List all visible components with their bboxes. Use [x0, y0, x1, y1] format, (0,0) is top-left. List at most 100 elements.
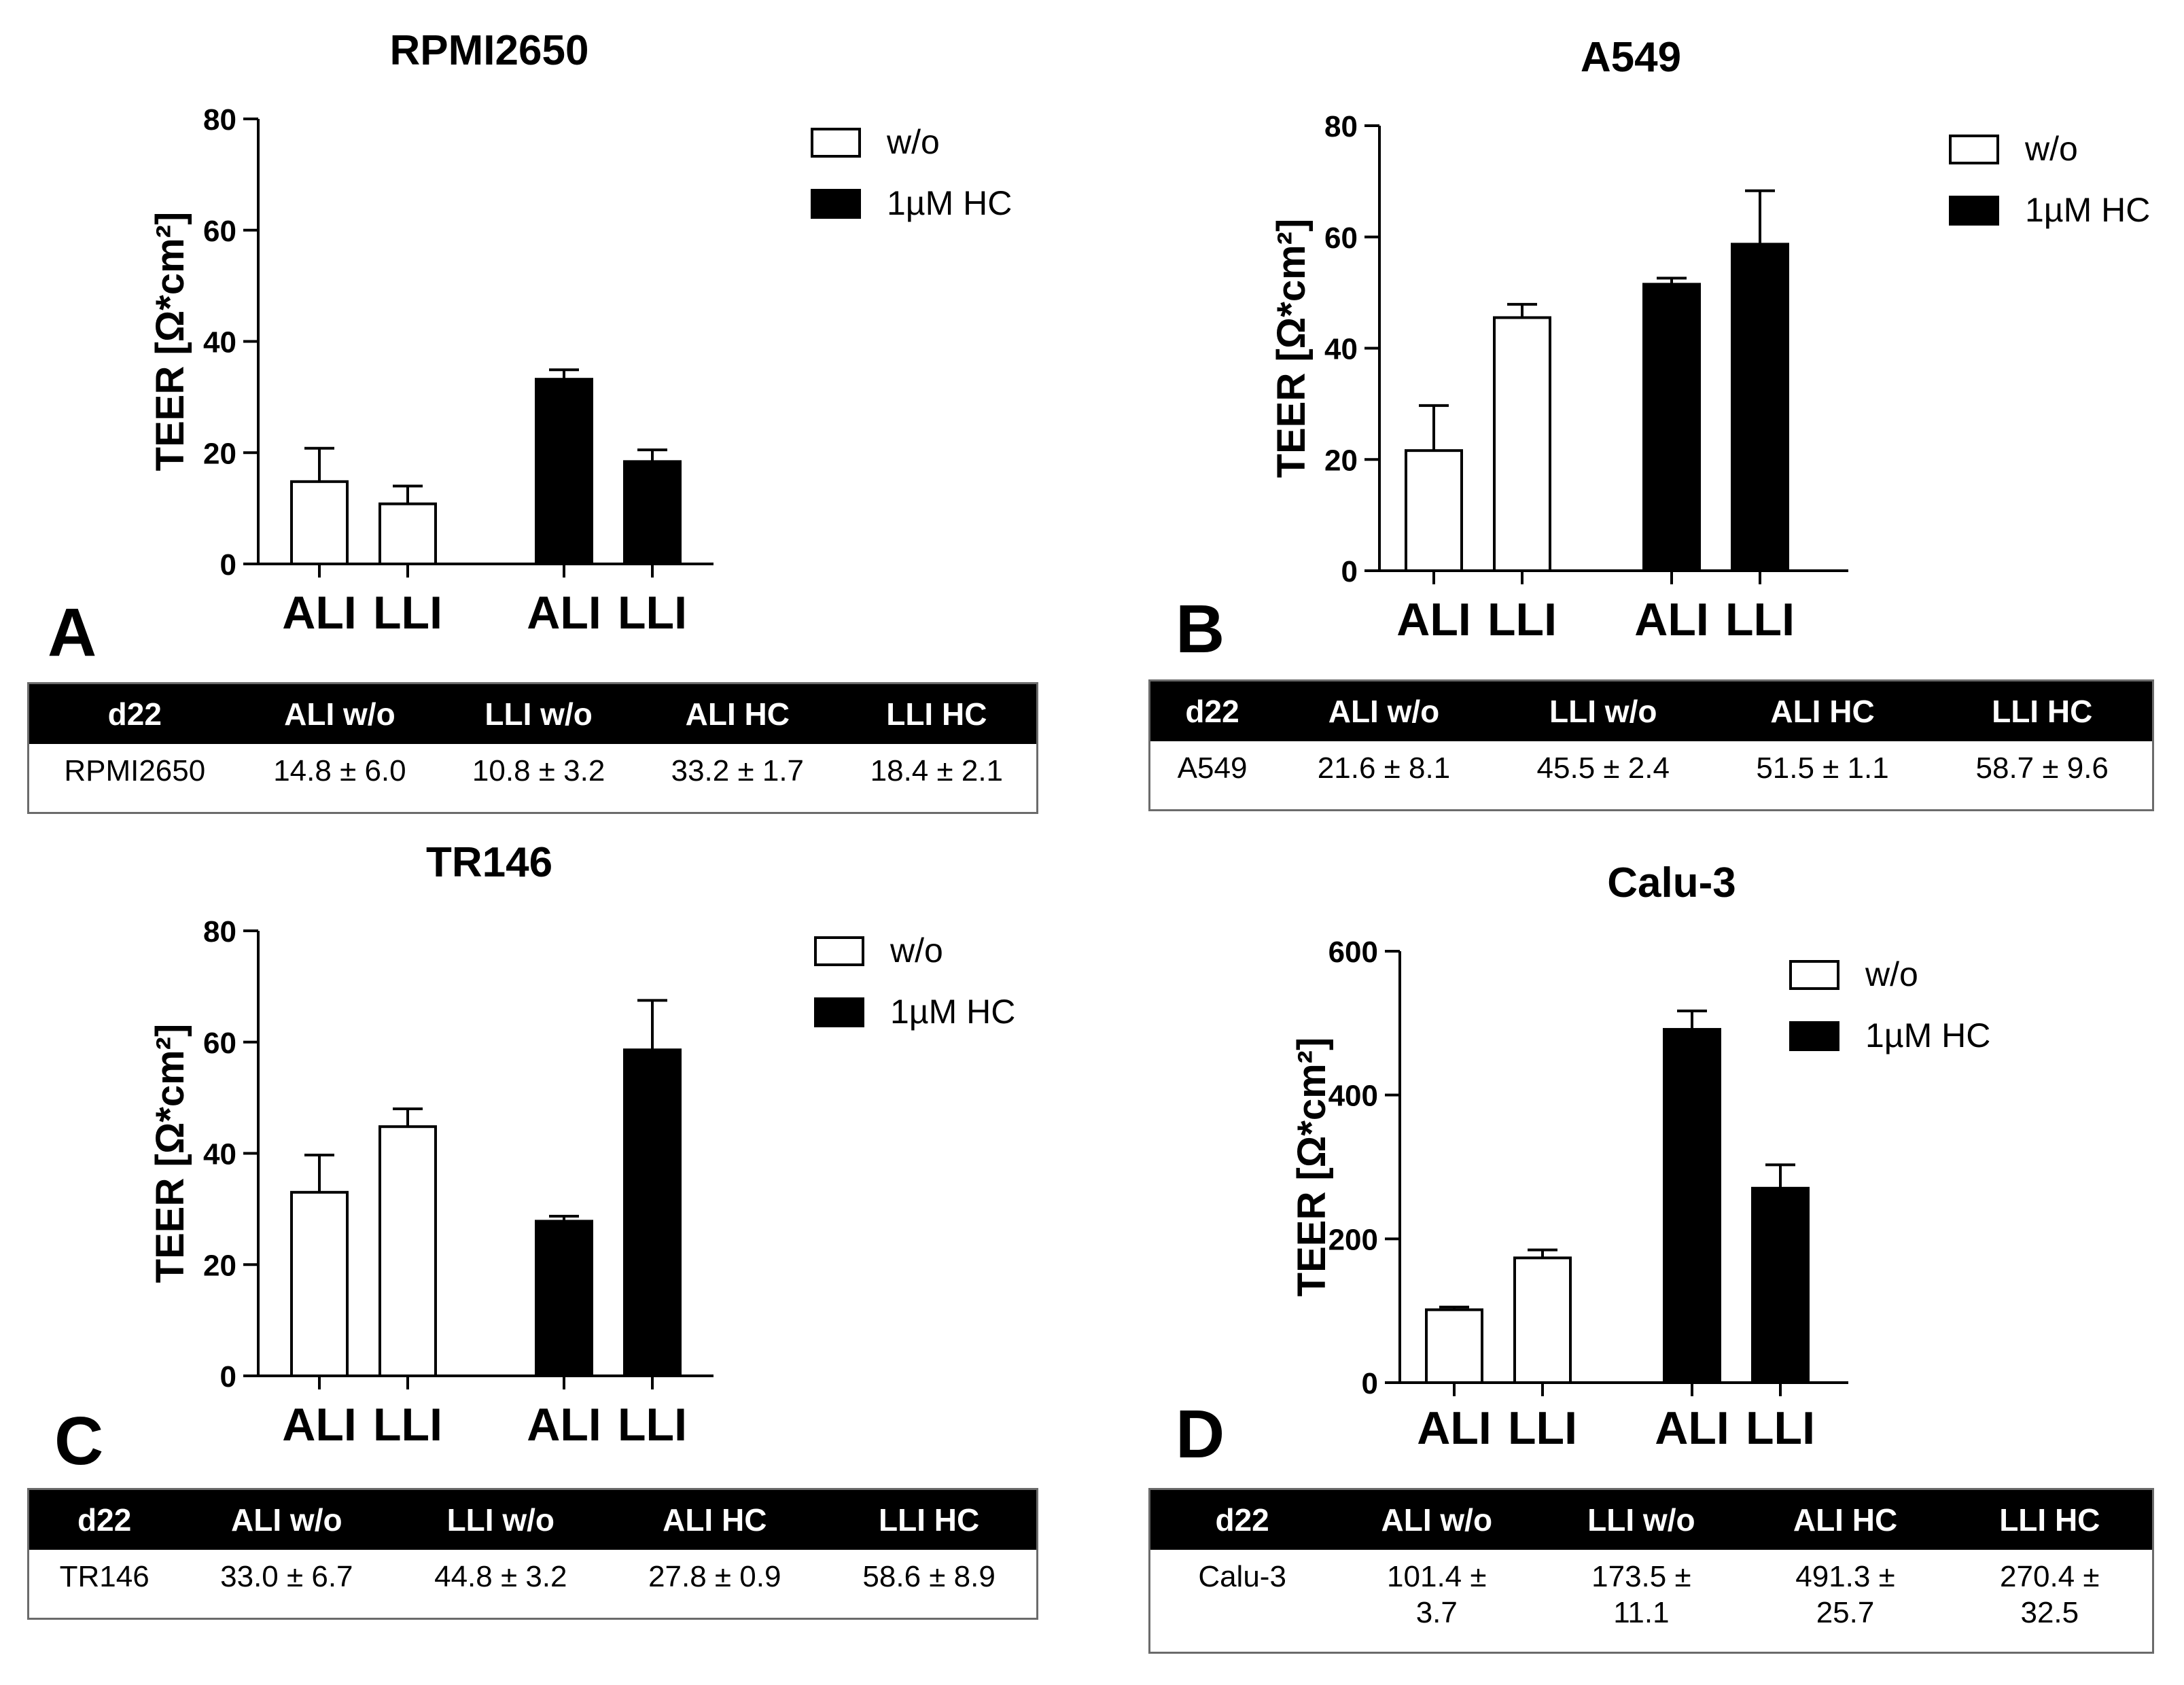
table-cell: 45.5 ± 2.4 [1536, 751, 1670, 785]
y-tick-label: 0 [1362, 1367, 1378, 1400]
table-header-cell: ALI HC [1743, 1489, 1948, 1550]
y-tick-label: 40 [203, 326, 236, 359]
table-header-cell: LLI w/o [393, 1489, 608, 1550]
legend-swatch [1789, 960, 1839, 990]
table-header-row: d22 ALI w/o LLI w/o ALI HC LLI HC [1149, 1489, 2153, 1550]
table-header-row: d22 ALI w/o LLI w/o ALI HC LLI HC [28, 1489, 1038, 1550]
table-cell: 58.7 ± 9.6 [1975, 751, 2109, 785]
panel-letter: D [1176, 1396, 1225, 1472]
legend-swatch [1949, 196, 1999, 226]
y-tick-label: 80 [1324, 110, 1358, 143]
y-tick-label: 80 [203, 915, 236, 948]
table-header-cell: ALI HC [1712, 680, 1933, 741]
table-header-cell: d22 [1149, 1489, 1335, 1550]
y-tick-label: 600 [1328, 936, 1378, 969]
x-tick-label: ALI [1417, 1402, 1492, 1454]
x-tick-label: LLI [1725, 594, 1795, 645]
bar [623, 460, 682, 565]
table-row-label: Calu-3 [1198, 1560, 1286, 1593]
table-cell: 101.4 ± 3.7 [1387, 1560, 1487, 1629]
chart-title: TR146 [426, 839, 552, 886]
table-header-cell: LLI w/o [1539, 1489, 1744, 1550]
bar [1731, 243, 1789, 572]
y-tick-label: 400 [1328, 1080, 1378, 1113]
table-cell: 173.5 ± 11.1 [1591, 1560, 1691, 1629]
legend-swatch [811, 128, 861, 158]
table-d: d22 ALI w/o LLI w/o ALI HC LLI HC Calu-3 101.… [1148, 1488, 2154, 1654]
table-row-label: A549 [1177, 751, 1248, 785]
panel-a: RPMI2650 0 20 40 60 80 TEER [Ω*cm²] ALI LLI ALI LL… [0, 0, 1087, 836]
bar [535, 1220, 593, 1378]
table-cell: 58.6 ± 8.9 [862, 1560, 996, 1593]
y-tick-label: 20 [1324, 444, 1358, 477]
bar [1405, 449, 1463, 573]
x-tick-label: ALI [1396, 594, 1471, 645]
table-c: d22 ALI w/o LLI w/o ALI HC LLI HC TR146 33.0 … [27, 1488, 1038, 1620]
table-cell: 27.8 ± 0.9 [648, 1560, 781, 1593]
legend-label: 1µM HC [887, 184, 1012, 222]
panel-d: Calu-3 0 200 400 600 TEER [Ω*cm²] ALI LLI ALI LLI… [1128, 836, 2184, 1685]
table-header-row: d22 ALI w/o LLI w/o ALI HC LLI HC [1149, 680, 2153, 741]
bar [378, 502, 437, 566]
panel-letter: B [1176, 591, 1225, 667]
table-cell: 18.4 ± 2.1 [870, 754, 1004, 787]
x-tick-label: ALI [282, 587, 357, 639]
table-header-cell: ALI HC [607, 1489, 822, 1550]
table-row-label: RPMI2650 [64, 754, 206, 787]
table-header-cell: LLI HC [836, 683, 1038, 744]
x-tick-label: LLI [618, 587, 687, 639]
table-header-cell: ALI HC [637, 683, 837, 744]
y-tick-label: 0 [1341, 555, 1358, 588]
table-header-cell: d22 [28, 1489, 180, 1550]
bar [535, 378, 593, 565]
table-cell: 33.0 ± 6.7 [220, 1560, 353, 1593]
y-tick-label: 20 [203, 437, 236, 470]
table-a: d22 ALI w/o LLI w/o ALI HC LLI HC RPMI2650 14… [27, 682, 1038, 814]
panel-letter: C [54, 1403, 103, 1479]
y-tick-label: 40 [203, 1138, 236, 1171]
y-tick-label: 0 [220, 548, 236, 582]
table-row-label: TR146 [59, 1560, 149, 1593]
table-cell: 21.6 ± 8.1 [1317, 751, 1451, 785]
table-cell: 491.3 ± 25.7 [1795, 1560, 1895, 1629]
legend-label: w/o [2024, 130, 2078, 168]
table-b: d22 ALI w/o LLI w/o ALI HC LLI HC A549 21.6 ±… [1148, 679, 2154, 811]
x-tick-label: ALI [527, 587, 601, 639]
legend-label: 1µM HC [1865, 1016, 1990, 1054]
y-tick-label: 60 [203, 215, 236, 248]
bar [1425, 1308, 1483, 1384]
panel-letter: A [48, 595, 96, 671]
table-header-cell: d22 [1149, 680, 1275, 741]
table-cell: 14.8 ± 6.0 [273, 754, 406, 787]
legend-label: w/o [1865, 955, 1918, 993]
y-axis-label: TEER [Ω*cm²] [148, 212, 192, 472]
y-axis-label: TEER [Ω*cm²] [1269, 219, 1314, 478]
bar [290, 480, 349, 566]
bar [1751, 1186, 1810, 1384]
chart-c: TR146 0 20 40 60 80 TEER [Ω*cm²] ALI LLI ALI LLI w/… [54, 839, 1015, 1479]
bar [378, 1125, 437, 1377]
legend-swatch [811, 189, 861, 219]
table-cell: 44.8 ± 3.2 [434, 1560, 567, 1593]
table-data-row: Calu-3 101.4 ± 3.7 173.5 ± 11.1 491.3 ± 25.… [1150, 1550, 2153, 1653]
x-tick-label: ALI [282, 1399, 357, 1451]
y-tick-label: 60 [203, 1027, 236, 1060]
table-data-row: A549 21.6 ± 8.1 45.5 ± 2.4 51.5 ± 1.1 58.7 ±… [1150, 741, 2153, 811]
panel-b: A549 0 20 40 60 80 TEER [Ω*cm²] ALI LLI ALI LLI w/o… [1128, 0, 2184, 836]
bar [1642, 283, 1701, 572]
chart-title: Calu-3 [1607, 859, 1736, 906]
table-header-cell: ALI w/o [240, 683, 440, 744]
y-tick-label: 20 [203, 1249, 236, 1282]
bar [1493, 316, 1551, 572]
legend-label: 1µM HC [890, 993, 1015, 1031]
legend-label: 1µM HC [2025, 191, 2150, 229]
chart-d: Calu-3 0 200 400 600 TEER [Ω*cm²] ALI LLI ALI LLI… [1176, 859, 1990, 1472]
y-tick-label: 0 [220, 1360, 236, 1394]
y-axis-label: TEER [Ω*cm²] [148, 1024, 192, 1283]
legend-swatch [814, 936, 864, 966]
bar [1513, 1256, 1572, 1384]
y-tick-label: 80 [203, 103, 236, 137]
table-header-row: d22 ALI w/o LLI w/o ALI HC LLI HC [28, 683, 1038, 744]
x-tick-label: LLI [1746, 1402, 1815, 1454]
legend-swatch [1949, 135, 1999, 164]
